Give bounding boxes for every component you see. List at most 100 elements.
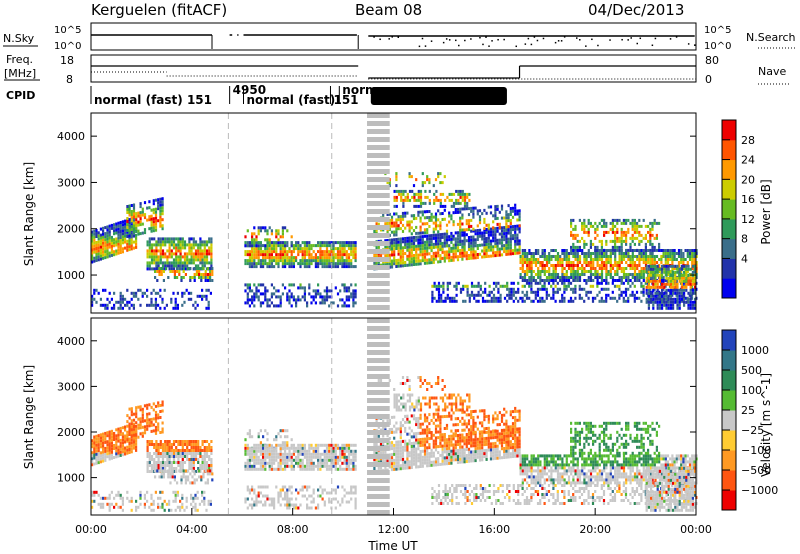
velocity-colorbar-tick-label: −1000 [741, 484, 778, 497]
nsearch-dot [675, 36, 678, 38]
nsearch-dot [536, 39, 539, 42]
velocity-colorbar-swatch [722, 350, 736, 371]
cpid-segment-label: normal (fast) 151 [94, 93, 212, 107]
nsearch-dot [560, 40, 563, 42]
nsearch-dot [497, 38, 499, 41]
nsearch-dot [579, 39, 581, 41]
nsearch-dot [379, 38, 381, 41]
velocity-colorbar-swatch [722, 490, 736, 511]
nsearch-dot [464, 39, 466, 42]
nsky-tick-high: 10^5 [54, 25, 81, 36]
power-heatmap [91, 113, 698, 313]
power-colorbar-frame [721, 119, 737, 299]
nsearch-dot [627, 39, 629, 41]
gap-hatch [367, 297, 390, 302]
gap-hatch [367, 470, 390, 475]
freq-line [91, 65, 696, 79]
velocity-colorbar-swatch [722, 450, 736, 471]
gap-hatch [367, 161, 390, 166]
gap-hatch [367, 350, 390, 355]
power-colorbar-label: Power [dB] [759, 179, 773, 244]
power-colorbar-swatch [722, 120, 736, 141]
nsearch-dot [576, 37, 578, 39]
power-colorbar-tick-label: 12 [741, 213, 755, 226]
power-colorbar: 28 24 20 16 12 8 4 [721, 119, 755, 299]
power-colorbar-swatch [722, 179, 736, 200]
power-panel: 1000 2000 3000 4000 Slant Range [km] 28 24 20… [22, 112, 773, 314]
nsearch-dot [636, 42, 639, 45]
power-colorbar-swatch [722, 278, 736, 299]
nsearch-dot [388, 38, 390, 40]
gap-hatch [367, 414, 390, 419]
nsearch-tick-high: 10^5 [704, 25, 731, 36]
gap-hatch [367, 217, 390, 222]
velocity-ytick-label: 1000 [57, 472, 85, 485]
velocity-colorbar-swatch [722, 410, 736, 431]
nsearch-dot [563, 36, 566, 38]
gap-hatch [367, 494, 390, 499]
freq-tick-low: 8 [66, 73, 73, 86]
nsearch-dot [458, 44, 460, 47]
cpid-segment-label: 4950 [233, 83, 266, 97]
x-tick-label: 04:00 [176, 523, 208, 536]
velocity-ylabel: Slant Range [km] [22, 365, 36, 469]
velocity-colorbar-swatch [722, 390, 736, 411]
nsearch-dot [391, 36, 393, 38]
gap-hatch [367, 510, 390, 515]
freq-label-1: Freq. [6, 53, 33, 66]
nsearch-dot [470, 38, 472, 40]
cpid-overlap-block [370, 87, 507, 105]
nsearch-dot [554, 41, 557, 44]
velocity-colorbar-tick-label: −500 [741, 464, 771, 477]
power-panel-frame [90, 112, 697, 314]
power-colorbar-swatch [722, 258, 736, 279]
gap-hatch [367, 177, 390, 182]
nsearch-dot [591, 38, 593, 41]
gap-hatch [367, 273, 390, 278]
power-colorbar-tick-label: 24 [741, 154, 755, 167]
power-colorbar-tick-label: 16 [741, 193, 755, 206]
nsearch-tick-low: 10^0 [704, 41, 731, 52]
gap-hatch [367, 185, 390, 190]
gap-hatch [367, 462, 390, 467]
velocity-colorbar-tick-label: 25 [741, 404, 755, 417]
nsearch-dot [397, 36, 400, 38]
gap-hatch [367, 169, 390, 174]
gap-hatch [367, 334, 390, 339]
nsearch-dot [445, 38, 448, 40]
nsearch-dot [503, 38, 505, 41]
power-ytick-label: 2000 [57, 223, 85, 236]
gap-hatch [367, 249, 390, 254]
nsearch-dot [630, 37, 632, 39]
gap-hatch [367, 289, 390, 294]
nsearch-dot [557, 40, 560, 42]
gap-hatch [367, 422, 390, 427]
velocity-colorbar-tick-label: −25 [741, 424, 764, 437]
velocity-colorbar: 1000 500 100 25 −25 −100 −500 −1000 [721, 329, 778, 511]
gap-hatch [367, 406, 390, 411]
nsearch-dot [669, 38, 672, 40]
velocity-x-axis: 00:00 04:00 08:00 12:00 16:00 20:00 00:00 [75, 508, 712, 536]
x-tick-label: 08:00 [277, 523, 309, 536]
velocity-ytick-label: 2000 [57, 426, 85, 439]
nsearch-dot [621, 38, 623, 41]
gap-hatch [367, 454, 390, 459]
nsearch-dot [479, 36, 481, 39]
nsearch-dot [524, 43, 527, 45]
velocity-colorbar-tick-label: −100 [741, 444, 771, 457]
velocity-xlabel: Time UT [367, 539, 418, 553]
nsearch-dot [527, 37, 530, 40]
nsearch-dot [585, 45, 587, 47]
velocity-ytick-label: 3000 [57, 380, 85, 393]
gap-hatch [367, 390, 390, 395]
nsearch-dot [455, 39, 457, 42]
power-colorbar-tick-label: 8 [741, 233, 748, 246]
freq-label-2: [MHz] [4, 67, 36, 80]
nsearch-dot [373, 36, 375, 38]
gap-hatch [367, 398, 390, 403]
power-ytick-label: 4000 [57, 130, 85, 143]
nsearch-dot [424, 45, 427, 47]
gap-hatch [367, 446, 390, 451]
